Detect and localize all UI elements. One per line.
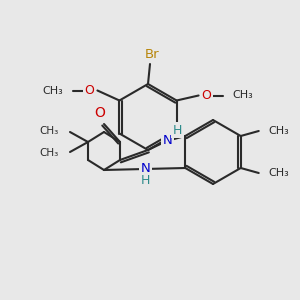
Text: CH₃: CH₃ [269,168,290,178]
Text: O: O [202,89,212,102]
Text: CH₃: CH₃ [232,91,253,100]
Text: CH₃: CH₃ [40,126,59,136]
Text: Br: Br [145,47,159,61]
Text: CH₃: CH₃ [40,148,59,158]
Text: N: N [141,161,151,175]
Text: N: N [163,134,172,146]
Text: H: H [173,124,182,136]
Text: O: O [94,106,105,120]
Text: O: O [85,84,94,97]
Text: CH₃: CH₃ [269,126,290,136]
Text: H: H [141,173,150,187]
Text: CH₃: CH₃ [43,85,63,95]
